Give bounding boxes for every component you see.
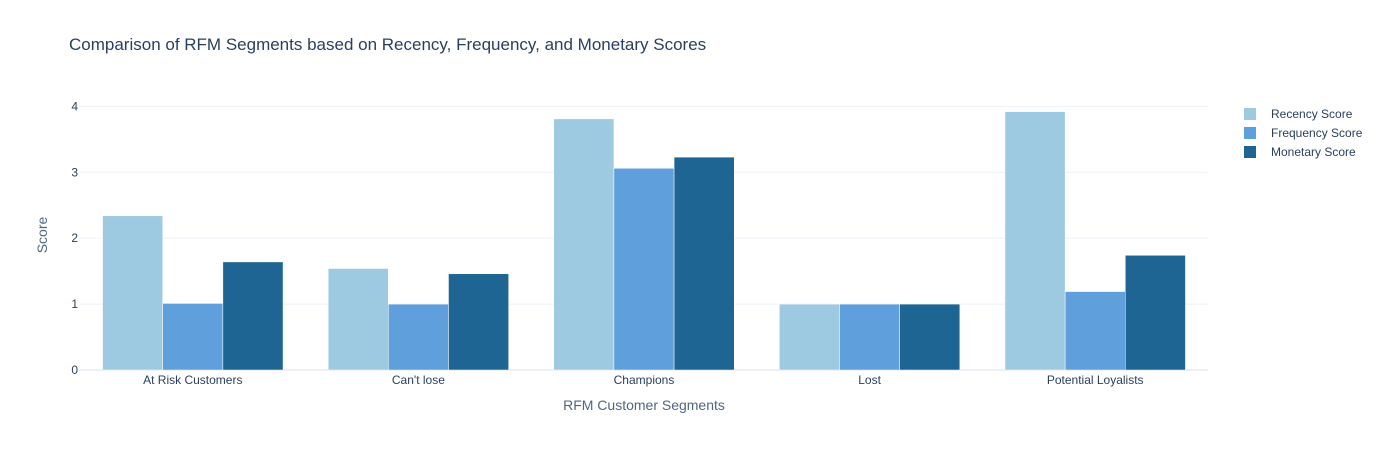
bar <box>162 303 224 371</box>
bar <box>1064 291 1126 371</box>
legend-label: Frequency Score <box>1271 126 1363 140</box>
legend-swatch <box>1244 108 1256 120</box>
y-tick-label: 1 <box>71 297 78 311</box>
x-tick-label: At Risk Customers <box>143 373 242 387</box>
bar <box>899 303 961 371</box>
legend-label: Monetary Score <box>1271 145 1356 159</box>
bar <box>839 303 900 371</box>
x-axis-title: RFM Customer Segments <box>563 397 725 413</box>
bar <box>388 303 449 371</box>
legend-item[interactable]: Frequency Score <box>1244 126 1363 140</box>
legend-label: Recency Score <box>1271 107 1353 121</box>
y-tick-label: 2 <box>71 231 78 245</box>
bar <box>779 303 840 371</box>
bar <box>222 261 284 371</box>
bar <box>613 168 675 371</box>
legend-swatch <box>1244 127 1256 139</box>
y-axis-title: Score <box>34 217 50 254</box>
bar <box>1125 255 1186 371</box>
bar <box>553 118 615 371</box>
legend-swatch <box>1244 146 1256 158</box>
x-tick-label: Lost <box>858 373 881 387</box>
legend: Recency Score Frequency Score Monetary Sco… <box>1244 107 1363 159</box>
bar <box>102 215 163 371</box>
legend-item[interactable]: Recency Score <box>1244 107 1353 121</box>
bar <box>448 273 509 371</box>
x-tick-labels: At Risk Customers Can't lose Champions Lost… <box>143 373 1143 387</box>
x-tick-label: Can't lose <box>392 373 445 387</box>
y-tick-labels: 0 1 2 3 4 <box>71 99 78 377</box>
x-tick-label: Potential Loyalists <box>1047 373 1144 387</box>
chart-title: Comparison of RFM Segments based on Rece… <box>69 35 706 54</box>
legend-item[interactable]: Monetary Score <box>1244 145 1356 159</box>
bars <box>102 111 1186 371</box>
bar <box>327 268 389 371</box>
y-tick-label: 0 <box>71 363 78 377</box>
y-tick-label: 4 <box>71 99 78 113</box>
bar <box>1004 111 1066 371</box>
x-tick-label: Champions <box>614 373 675 387</box>
bar <box>673 156 735 371</box>
y-tick-label: 3 <box>71 165 78 179</box>
